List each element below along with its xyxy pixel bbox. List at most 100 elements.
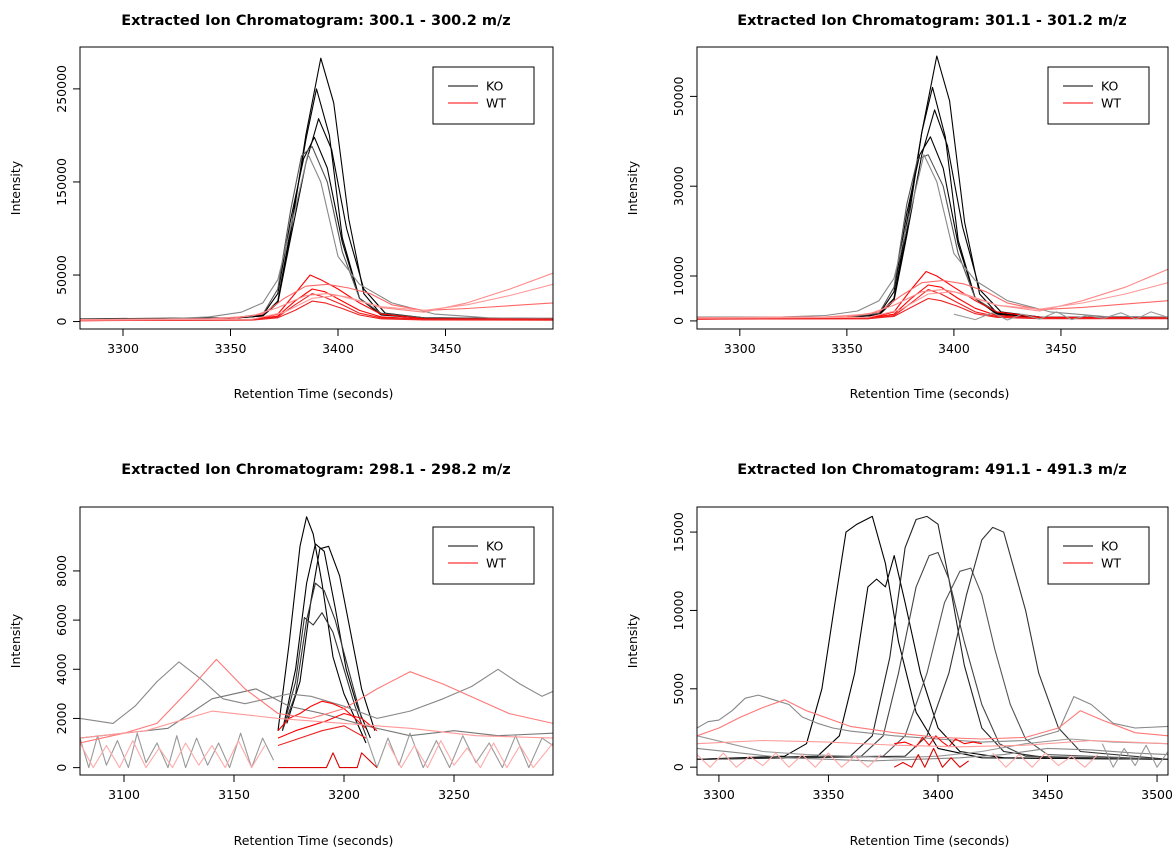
legend: KO WT: [1047, 66, 1150, 125]
y-tick-label: 2000: [54, 702, 69, 734]
series-line-wt: [80, 710, 553, 739]
x-tick-label: 3250: [438, 787, 470, 802]
x-tick-label: 3400: [322, 341, 354, 356]
series-group: [80, 516, 553, 769]
series-line-ko: [697, 555, 1168, 760]
x-tick-label: 3500: [1141, 787, 1172, 802]
series-line-ko: [953, 311, 1168, 321]
series-line-wt: [893, 747, 969, 768]
series-line-ko: [697, 136, 1168, 319]
chart-panel-2: Extracted Ion Chromatogram: 301.1 - 301.…: [625, 13, 1169, 401]
series-line-ko: [80, 732, 275, 769]
series-line-wt: [80, 288, 553, 322]
y-tick-label: 250000: [54, 65, 69, 113]
series-group: [697, 55, 1168, 321]
x-tick-label: 3400: [922, 787, 954, 802]
x-tick-label: 3200: [328, 787, 360, 802]
legend: KO WT: [1047, 526, 1150, 585]
y-tick-label: 30000: [671, 166, 686, 206]
x-axis-label: Retention Time (seconds): [850, 386, 1010, 401]
y-tick-label: 0: [54, 318, 69, 326]
plot-frame: [696, 46, 1169, 330]
series-line-wt: [80, 283, 553, 321]
x-tick-label: 3300: [107, 341, 139, 356]
y-tick-label: 4000: [54, 653, 69, 685]
y-tick-label: 10000: [671, 256, 686, 296]
x-tick-label: 3300: [703, 787, 735, 802]
legend-label-wt: WT: [1101, 96, 1121, 111]
chart-panel-1: Extracted Ion Chromatogram: 300.1 - 300.…: [8, 13, 554, 401]
series-line-ko: [697, 735, 1168, 759]
y-tick-label: 0: [54, 764, 69, 772]
y-axis-label: Intensity: [625, 160, 640, 215]
plot-frame: [79, 506, 554, 776]
chart-panel-4: Extracted Ion Chromatogram: 491.1 - 491.…: [625, 462, 1172, 848]
series-line-ko: [697, 515, 1168, 760]
y-tick-label: 6000: [54, 604, 69, 636]
series-line-wt: [697, 288, 1168, 320]
series-line-wt: [697, 297, 1168, 320]
legend-box: [432, 526, 535, 585]
legend: KO WT: [432, 66, 535, 125]
plot-frame: [696, 506, 1169, 776]
legend-label-wt: WT: [1101, 556, 1121, 571]
series-line-wt: [992, 752, 1099, 768]
y-tick-label: 5000: [671, 673, 686, 705]
x-tick-label: 3450: [430, 341, 462, 356]
chart-title: Extracted Ion Chromatogram: 300.1 - 300.…: [121, 13, 511, 29]
plot-frame: [79, 46, 554, 330]
y-tick-label: 15000: [671, 512, 686, 552]
series-line-ko: [281, 582, 363, 731]
legend-label-ko: KO: [1101, 79, 1119, 94]
series-line-ko: [697, 551, 1168, 760]
y-axis-label: Intensity: [8, 160, 23, 215]
series-line-wt: [278, 752, 378, 769]
x-tick-label: 3100: [108, 787, 140, 802]
legend-box: [432, 66, 535, 125]
series-line-wt: [80, 740, 266, 769]
legend-label-wt: WT: [486, 96, 506, 111]
series-line-wt: [80, 300, 553, 322]
y-axis-label: Intensity: [8, 613, 23, 668]
x-tick-label: 3150: [218, 787, 250, 802]
x-tick-label: 3450: [1045, 341, 1077, 356]
y-tick-label: 150000: [54, 158, 69, 206]
series-line-ko: [697, 567, 1168, 760]
legend-label-wt: WT: [486, 556, 506, 571]
x-axis-label: Retention Time (seconds): [234, 386, 394, 401]
series-line-ko: [281, 543, 371, 739]
x-tick-label: 3300: [724, 341, 756, 356]
y-tick-label: 8000: [54, 555, 69, 587]
series-line-ko: [80, 661, 553, 724]
series-line-ko: [286, 545, 376, 731]
series-line-ko: [80, 136, 553, 320]
legend: KO WT: [432, 526, 535, 585]
series-line-ko: [697, 154, 1168, 318]
y-tick-label: 0: [671, 763, 686, 771]
series-line-wt: [277, 725, 367, 747]
legend-label-ko: KO: [486, 79, 504, 94]
y-tick-label: 50000: [54, 255, 69, 295]
x-tick-label: 3350: [215, 341, 247, 356]
x-tick-label: 3350: [831, 341, 863, 356]
series-group: [697, 515, 1168, 768]
series-line-ko: [80, 688, 553, 739]
series-line-wt: [80, 658, 553, 744]
chart-title: Extracted Ion Chromatogram: 301.1 - 301.…: [737, 13, 1127, 29]
series-line-wt: [80, 283, 553, 321]
series-line-wt: [697, 739, 1168, 748]
series-line-ko: [365, 732, 553, 769]
series-line-ko: [697, 694, 1168, 743]
series-line-wt: [697, 699, 1168, 740]
y-tick-label: 50000: [671, 76, 686, 116]
legend-box: [1047, 526, 1150, 585]
chart-title: Extracted Ion Chromatogram: 298.1 - 298.…: [121, 462, 511, 478]
series-line-wt: [277, 712, 378, 739]
legend-label-ko: KO: [1101, 539, 1119, 554]
series-line-ko: [281, 612, 367, 736]
chart-panel-3: Extracted Ion Chromatogram: 298.1 - 298.…: [8, 462, 554, 848]
legend-label-ko: KO: [486, 539, 504, 554]
series-line-wt: [697, 270, 1168, 320]
series-line-wt: [697, 282, 1168, 319]
